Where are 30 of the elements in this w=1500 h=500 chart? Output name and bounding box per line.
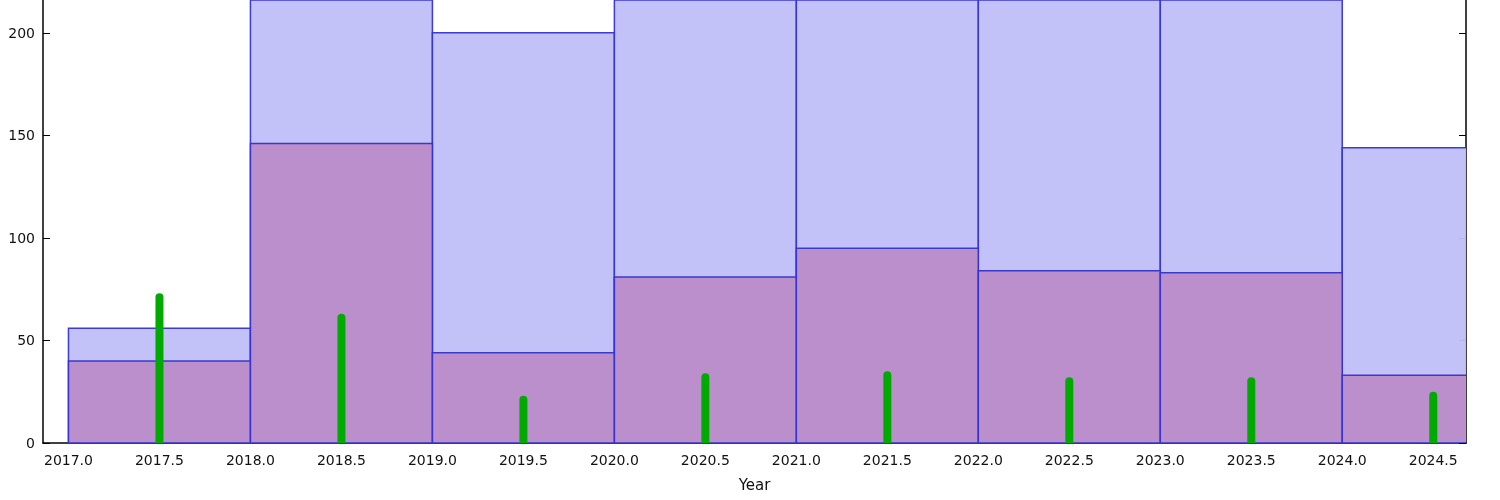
bar <box>883 371 892 443</box>
x-tick-label: 2024.5 <box>1408 452 1458 468</box>
x-tick-label: 2017.5 <box>134 452 184 468</box>
x-tick-label: 2021.5 <box>862 452 912 468</box>
bar <box>1429 391 1438 443</box>
x-tick-label: 2019.5 <box>498 452 548 468</box>
x-axis-title: Year <box>737 475 772 494</box>
y-tick-label: 150 <box>8 127 35 144</box>
x-tick-label: 2019.0 <box>407 452 457 468</box>
x-tick-label: 2020.0 <box>589 452 639 468</box>
bar <box>155 293 164 443</box>
y-tick-label: 50 <box>17 332 35 349</box>
x-tick-label: 2020.5 <box>680 452 730 468</box>
bar <box>519 395 528 443</box>
bar <box>1065 377 1074 443</box>
x-tick-label: 2021.0 <box>771 452 821 468</box>
bar <box>337 313 346 443</box>
bar <box>701 373 710 443</box>
x-tick-label: 2018.5 <box>316 452 366 468</box>
y-tick-label: 200 <box>8 24 35 41</box>
x-tick-label: 2022.5 <box>1044 452 1094 468</box>
x-tick-label: 2017.0 <box>43 452 93 468</box>
x-tick-label: 2022.0 <box>953 452 1003 468</box>
x-tick-label: 2018.0 <box>225 452 275 468</box>
y-tick-label: 100 <box>8 229 35 246</box>
x-tick-label: 2023.0 <box>1135 452 1185 468</box>
x-tick-label: 2023.5 <box>1226 452 1276 468</box>
bar <box>1247 377 1256 443</box>
x-tick-label: 2024.0 <box>1317 452 1367 468</box>
y-tick-label: 0 <box>26 435 35 451</box>
